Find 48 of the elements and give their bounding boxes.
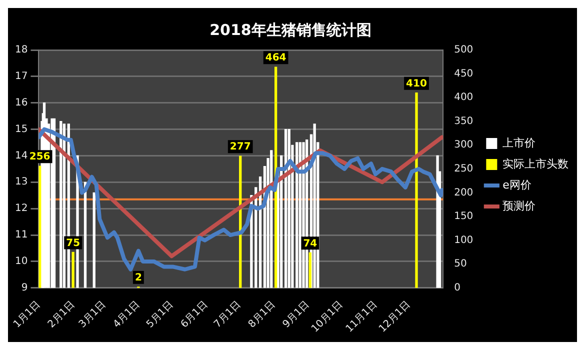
y2-tick-label: 450 bbox=[454, 68, 474, 80]
legend-label: e网价 bbox=[502, 178, 532, 192]
y2-tick-label: 350 bbox=[454, 116, 474, 127]
y-tick-label: 14 bbox=[14, 150, 28, 162]
y-tick-label: 13 bbox=[14, 176, 28, 188]
x-tick-label: 9月1日 bbox=[280, 299, 312, 330]
data-label: 75 bbox=[66, 238, 80, 249]
legend-label: 上市价 bbox=[502, 136, 536, 150]
y2-tick-label: 200 bbox=[454, 187, 474, 198]
y2-tick-label: 50 bbox=[454, 258, 467, 270]
chart-title: 2018年生猪销售统计图 bbox=[210, 20, 372, 39]
x-tick-label: 7月1日 bbox=[212, 299, 244, 330]
y2-tick-label: 400 bbox=[454, 92, 474, 104]
legend-label: 实际上市头数 bbox=[502, 157, 569, 170]
y-tick-label: 16 bbox=[14, 97, 28, 108]
y2-tick-label: 250 bbox=[454, 164, 474, 175]
y2-tick-label: 500 bbox=[454, 44, 474, 56]
x-tick-label: 8月1日 bbox=[246, 299, 278, 330]
y-tick-label: 10 bbox=[14, 256, 28, 268]
bar bbox=[308, 252, 312, 288]
x-tick-label: 5月1日 bbox=[144, 299, 176, 330]
bar bbox=[72, 252, 74, 288]
x-tick-label: 3月1日 bbox=[77, 299, 108, 330]
x-tick-label: 1月1日 bbox=[12, 299, 43, 330]
data-label: 277 bbox=[230, 142, 251, 153]
y2-tick-label: 100 bbox=[454, 234, 474, 246]
y-tick-label: 9 bbox=[21, 282, 28, 294]
x-tick-label: 12月1日 bbox=[377, 299, 413, 335]
legend-label: 预测价 bbox=[502, 199, 536, 212]
x-tick-label: 10月1日 bbox=[310, 299, 346, 335]
data-label: 2 bbox=[134, 272, 142, 284]
y-tick-label: 11 bbox=[14, 230, 28, 241]
data-label: 256 bbox=[29, 152, 50, 163]
x-tick-label: 6月1日 bbox=[179, 299, 210, 330]
y-tick-label: 15 bbox=[14, 124, 28, 135]
bar bbox=[415, 92, 418, 288]
y-tick-label: 12 bbox=[14, 203, 28, 214]
y2-tick-label: 150 bbox=[454, 211, 474, 222]
data-label: 74 bbox=[303, 238, 318, 250]
x-tick-label: 4月1日 bbox=[111, 299, 142, 330]
y-tick-label: 17 bbox=[14, 71, 28, 82]
x-tick-label: 11月1日 bbox=[344, 299, 380, 335]
y2-tick-label: 300 bbox=[454, 140, 474, 151]
x-tick-label: 2月1日 bbox=[46, 299, 78, 330]
data-label: 464 bbox=[265, 52, 286, 64]
y-tick-label: 18 bbox=[14, 44, 28, 56]
y2-tick-label: 0 bbox=[454, 282, 460, 294]
data-label: 410 bbox=[406, 78, 427, 90]
